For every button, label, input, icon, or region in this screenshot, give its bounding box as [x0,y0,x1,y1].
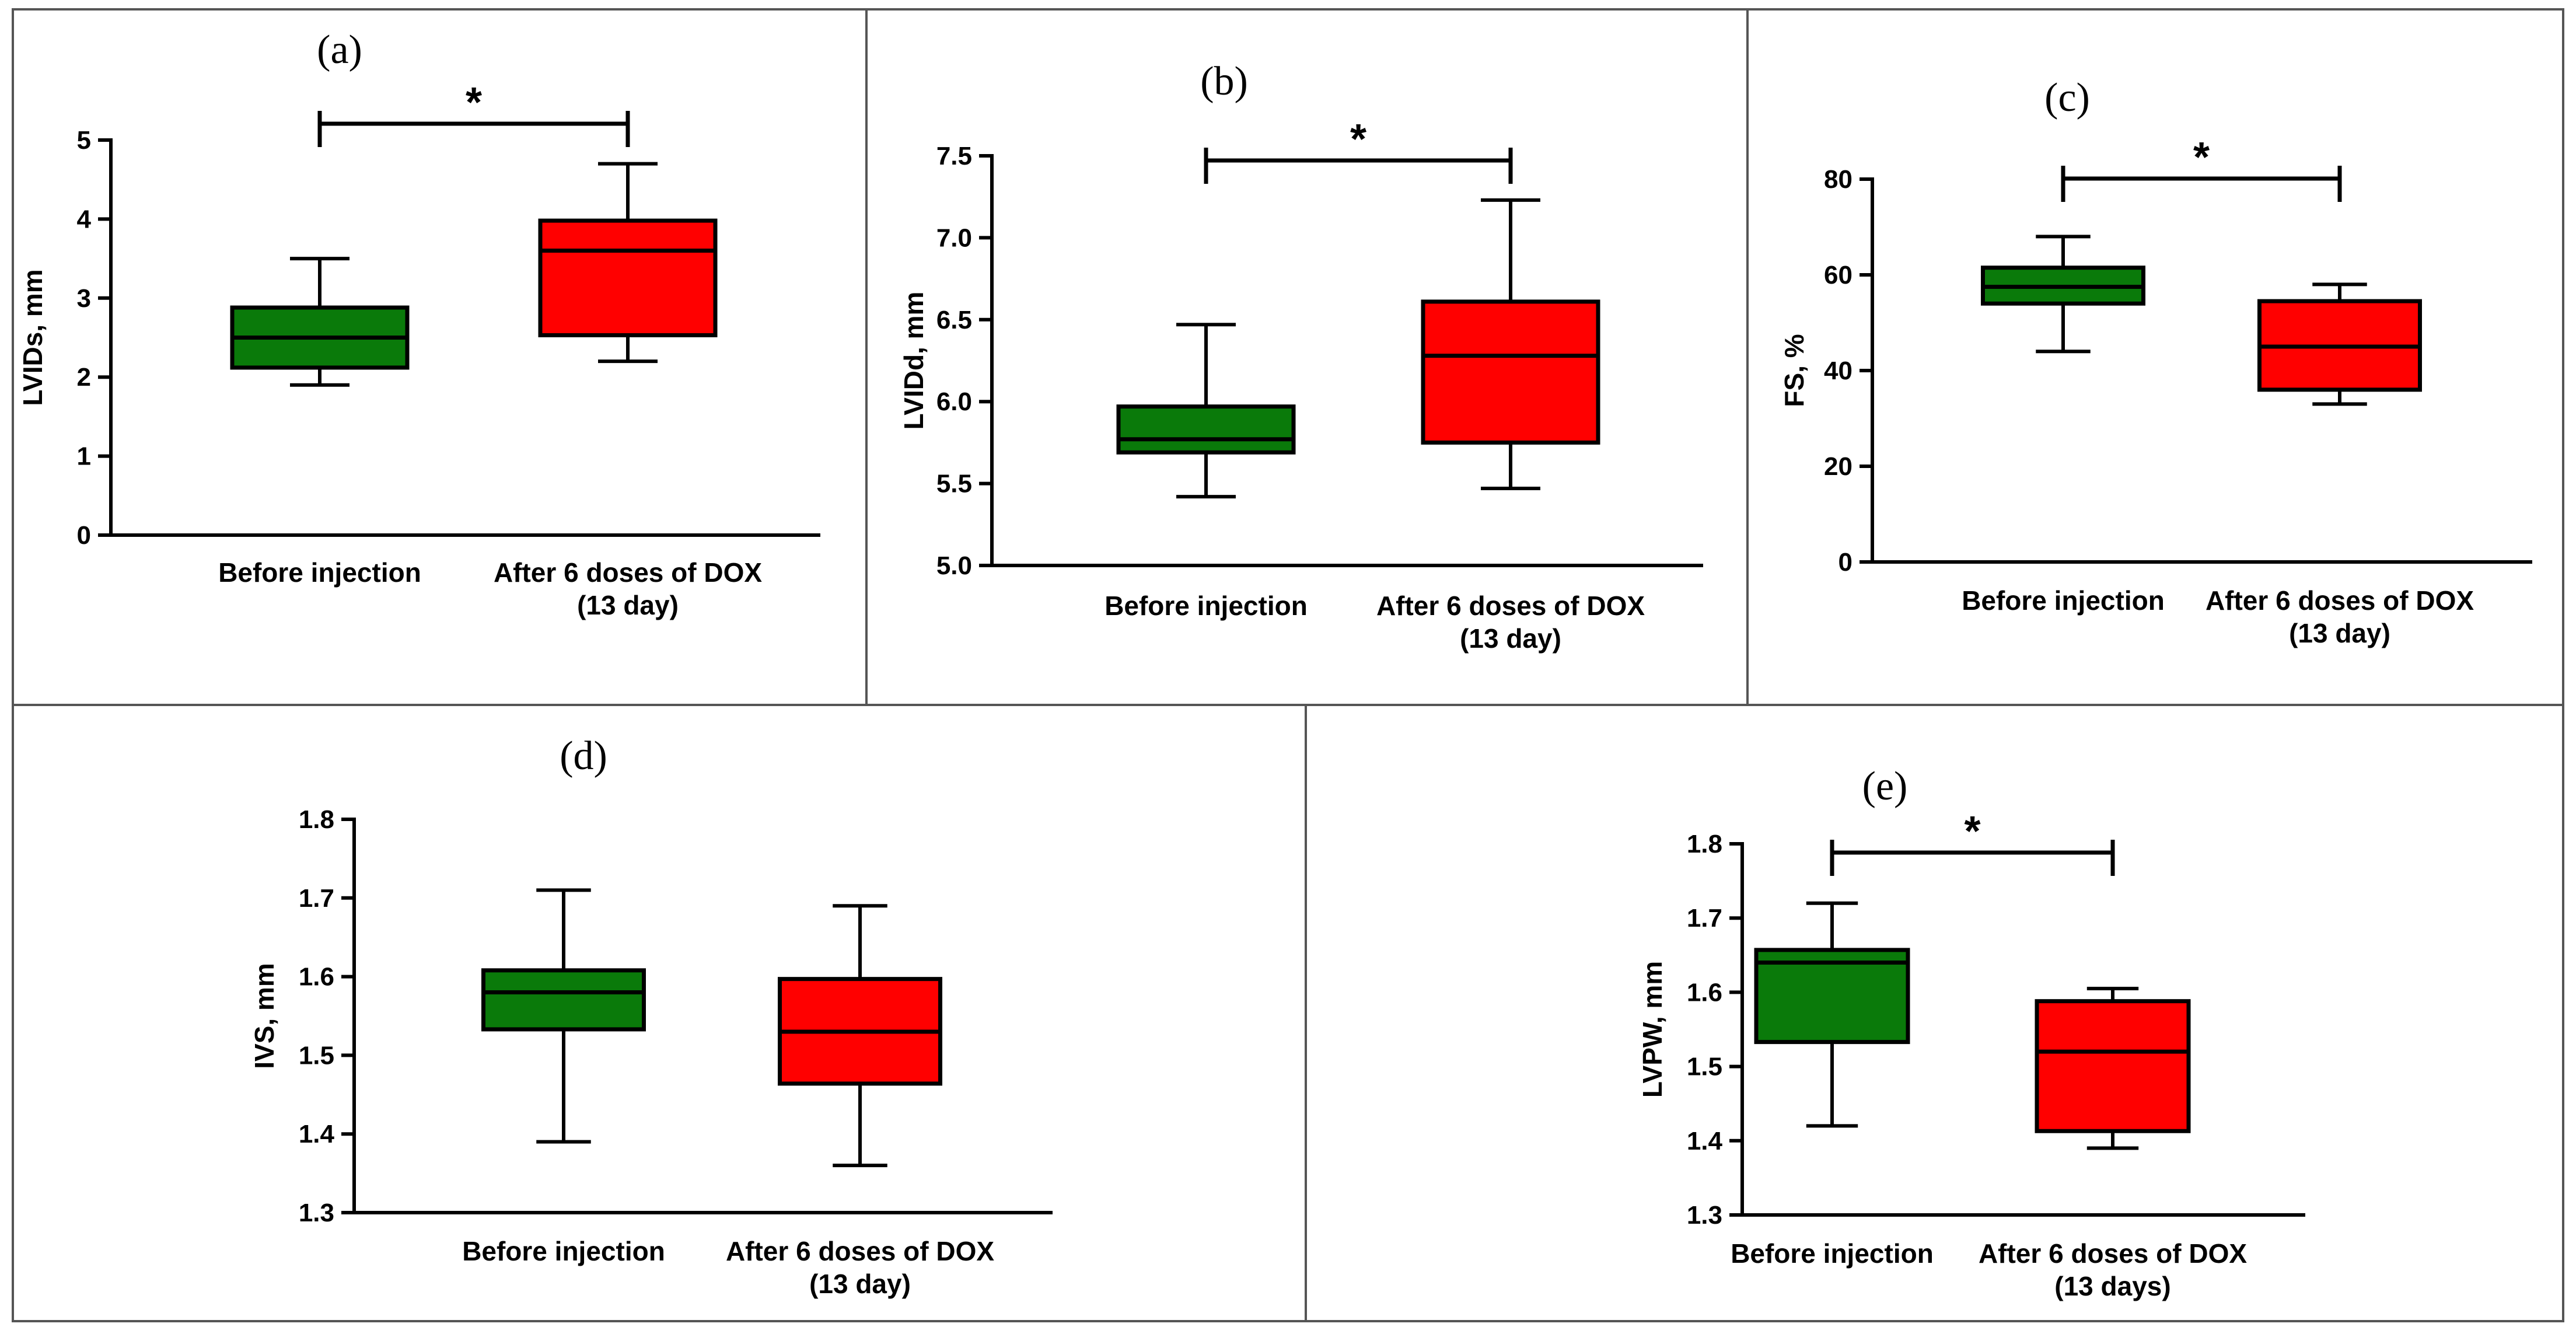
y-axis-title: LVPW, mm [1637,961,1668,1098]
category-label: Before injection [1731,1238,1934,1269]
y-tick-label: 20 [1824,452,1853,481]
box-iqr [481,968,646,1032]
box-iqr [1116,404,1296,455]
y-tick-label: 5.5 [936,470,972,498]
y-tick-label: 1.8 [299,805,334,834]
box-before [1981,235,2145,354]
box-before [1754,901,1910,1128]
category-label: Before injection [462,1236,665,1266]
y-tick-label: 6.0 [936,387,972,416]
y-tick-label: 7.5 [936,142,972,170]
y-axis-title: LVIDd, mm [899,292,929,430]
panel-d: (d) 1.3 1.4 1.5 1.6 1.7 1.8 IVS, mm Before injec… [249,734,1053,1299]
box-iqr [1421,299,1600,445]
box-after [2257,282,2422,406]
y-tick-label: 6.5 [936,306,972,334]
panel-label-d: (d) [560,734,607,778]
y-tick-label: 1.3 [299,1199,334,1227]
category-label: Before injection [218,557,421,588]
y-tick-label: 80 [1824,165,1853,194]
box-after [1421,198,1600,491]
box-before [230,257,410,387]
y-axis-title: IVS, mm [249,963,279,1069]
category-label: After 6 doses of DOX (13 day) [726,1236,994,1299]
category-label: Before injection [1105,591,1308,621]
panel-label-a: (a) [317,27,362,72]
y-tick-label: 1.5 [299,1041,334,1070]
y-tick-label: 0 [1838,548,1853,577]
y-tick-label: 2 [77,363,91,392]
significance-star: * [466,79,482,126]
y-tick-label: 60 [1824,261,1853,289]
box-iqr [1754,948,1910,1045]
panel-borders [12,8,2564,1322]
panel-label-c: (c) [2044,75,2090,120]
y-tick-label: 1.7 [1687,904,1722,933]
y-tick-label: 40 [1824,357,1853,385]
y-tick-label: 1.3 [1687,1201,1722,1230]
y-tick-label: 1.8 [1687,830,1722,858]
box-after [538,162,718,364]
category-label: Before injection [1962,585,2165,616]
box-after [778,904,942,1168]
y-tick-label: 1.5 [1687,1053,1722,1081]
box-after [2035,987,2191,1150]
y-tick-label: 3 [77,284,91,313]
y-tick-label: 7.0 [936,224,972,252]
y-tick-label: 1.6 [1687,978,1722,1007]
y-tick-label: 1 [77,442,91,471]
category-label: After 6 doses of DOX (13 day) [2205,585,2474,648]
panel-label-e: (e) [1862,764,1908,809]
significance-bracket: * [1204,116,1513,184]
panel-b: (b) 5.0 5.5 6.0 6.5 7.0 7.5 LVIDd, mm Before inj… [899,59,1703,654]
significance-star: * [2193,134,2210,181]
y-tick-label: 1.4 [1687,1127,1723,1155]
significance-bracket: * [2061,134,2342,202]
category-label: After 6 doses of DOX (13 day) [1376,591,1645,654]
significance-bracket: * [1830,808,2115,876]
panel-e: (e) 1.3 1.4 1.5 1.6 1.7 1.8 LVPW, mm Before inje… [1637,764,2305,1301]
y-axis-title: FS, % [1779,334,1809,407]
significance-star: * [1964,808,1980,855]
category-label: After 6 doses of DOX (13 days) [1979,1238,2247,1301]
box-before [481,888,646,1144]
significance-bracket: * [317,79,630,147]
panel-label-b: (b) [1200,59,1248,104]
panel-a: (a) 0 1 2 3 4 5 LVIDs, mm Before injection After … [18,27,820,620]
panel-c: (c) 0 20 40 60 80 FS, % Before injection After 6… [1779,75,2532,648]
box-iqr [538,218,718,337]
category-label: After 6 doses of DOX (13 day) [494,557,762,620]
y-tick-label: 1.7 [299,884,334,913]
y-tick-label: 1.6 [299,963,334,991]
y-tick-label: 4 [77,205,92,233]
box-before [1116,323,1296,499]
y-tick-label: 1.4 [299,1120,335,1148]
y-axis-title: LVIDs, mm [18,269,48,406]
panels: (a) 0 1 2 3 4 5 LVIDs, mm Before injection After … [18,27,2532,1301]
y-tick-label: 5 [77,126,91,155]
y-tick-label: 0 [77,521,91,550]
y-tick-label: 5.0 [936,551,972,580]
significance-star: * [1350,116,1366,163]
box-iqr [2035,999,2191,1133]
